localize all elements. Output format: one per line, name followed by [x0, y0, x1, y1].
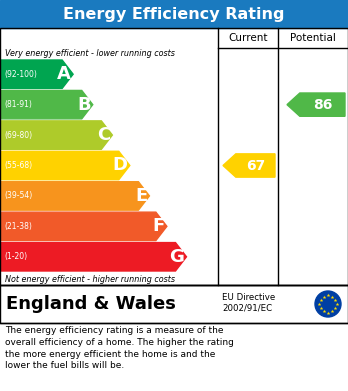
- Polygon shape: [223, 154, 275, 177]
- Polygon shape: [0, 121, 112, 149]
- Text: Not energy efficient - higher running costs: Not energy efficient - higher running co…: [5, 274, 175, 283]
- Text: A: A: [57, 65, 71, 83]
- Text: (39-54): (39-54): [4, 192, 32, 201]
- Text: (81-91): (81-91): [4, 100, 32, 109]
- Polygon shape: [0, 60, 73, 88]
- Text: (21-38): (21-38): [4, 222, 32, 231]
- Text: England & Wales: England & Wales: [6, 295, 176, 313]
- Circle shape: [315, 291, 341, 317]
- Bar: [0, 285, 348, 323]
- Polygon shape: [0, 151, 130, 180]
- Text: (92-100): (92-100): [4, 70, 37, 79]
- Polygon shape: [0, 212, 167, 240]
- Text: The energy efficiency rating is a measure of the
overall efficiency of a home. T: The energy efficiency rating is a measur…: [5, 326, 234, 370]
- Text: E: E: [135, 187, 148, 205]
- Text: (55-68): (55-68): [4, 161, 32, 170]
- Polygon shape: [0, 90, 93, 119]
- Bar: [0, 0, 348, 28]
- Polygon shape: [0, 242, 187, 271]
- Text: (69-80): (69-80): [4, 131, 32, 140]
- Text: G: G: [169, 248, 184, 266]
- Text: 86: 86: [313, 98, 332, 112]
- Text: B: B: [77, 96, 91, 114]
- Text: EU Directive
2002/91/EC: EU Directive 2002/91/EC: [222, 293, 275, 313]
- Text: (1-20): (1-20): [4, 252, 27, 261]
- Polygon shape: [287, 93, 345, 116]
- Text: F: F: [153, 217, 165, 235]
- Text: Potential: Potential: [290, 33, 336, 43]
- Bar: [0, 28, 348, 285]
- Polygon shape: [0, 182, 149, 210]
- Text: Very energy efficient - lower running costs: Very energy efficient - lower running co…: [5, 50, 175, 59]
- Text: 67: 67: [246, 158, 265, 172]
- Text: C: C: [97, 126, 110, 144]
- Text: Energy Efficiency Rating: Energy Efficiency Rating: [63, 7, 285, 22]
- Text: D: D: [113, 156, 128, 174]
- Text: Current: Current: [228, 33, 268, 43]
